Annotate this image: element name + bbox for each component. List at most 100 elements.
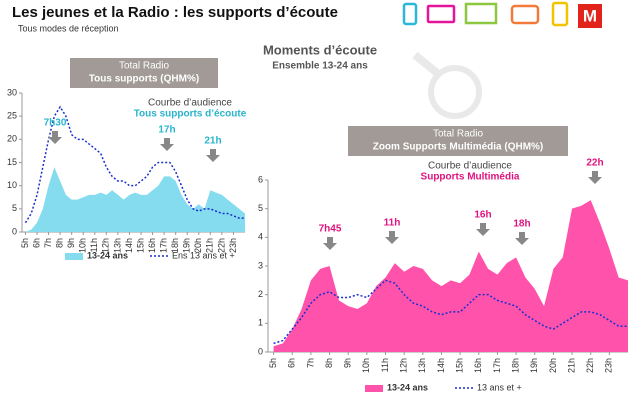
slide-title: Les jeunes et la Radio : les supports d’… bbox=[12, 4, 338, 21]
x-tick-label: 20h bbox=[193, 238, 203, 253]
handle bbox=[412, 51, 440, 77]
annotation-arrow bbox=[385, 231, 399, 244]
chart-box-title: Total Radio bbox=[119, 61, 169, 72]
y-tick-label: 30 bbox=[7, 87, 17, 97]
brand-letter: M bbox=[583, 6, 597, 25]
x-tick-label: 6h bbox=[31, 238, 41, 248]
legend-label: 13 ans et + bbox=[477, 382, 522, 392]
x-tick-label: 18h bbox=[510, 358, 520, 373]
x-tick-label: 22h bbox=[585, 358, 595, 373]
x-tick-label: 16h bbox=[473, 358, 483, 373]
annotation-arrow bbox=[588, 171, 602, 184]
x-tick-label: 5h bbox=[268, 358, 278, 368]
annotation: 22h bbox=[586, 158, 603, 169]
annotation-arrow bbox=[48, 131, 62, 144]
x-tick-label: 15h bbox=[454, 358, 464, 373]
slide-subtitle: Tous modes de réception bbox=[18, 23, 119, 33]
x-tick-label: 21h bbox=[205, 238, 215, 253]
annotation: 7h30 bbox=[44, 118, 67, 129]
y-tick-label: 5 bbox=[12, 203, 17, 213]
x-tick-label: 11h bbox=[89, 238, 99, 252]
monitor-icon bbox=[464, 2, 498, 25]
x-tick-label: 17h bbox=[158, 238, 168, 253]
annotation: 21h bbox=[204, 136, 221, 147]
heading: Moments d’écoute bbox=[263, 42, 377, 57]
x-tick-label: 13h bbox=[417, 358, 427, 373]
x-tick-label: 6h bbox=[287, 358, 297, 368]
caption: Courbe d’audience bbox=[428, 161, 512, 172]
x-tick-label: 8h bbox=[55, 238, 65, 248]
x-tick-label: 14h bbox=[124, 238, 134, 253]
annotation: 18h bbox=[513, 219, 530, 230]
annotation: 7h45 bbox=[319, 224, 342, 235]
y-tick-label: 0 bbox=[258, 346, 263, 356]
brand-icon bbox=[578, 4, 602, 28]
y-tick-label: 3 bbox=[258, 260, 263, 270]
chart: 0 5 10 15 20 25 30 5h 6h 7h 8h 9h 10h 11h 12h 13h 14h 15h… bbox=[7, 58, 247, 260]
x-tick-label: 13h bbox=[112, 238, 122, 253]
lens bbox=[428, 65, 482, 119]
x-tick-label: 17h bbox=[492, 358, 502, 373]
line-series bbox=[24, 105, 245, 224]
y-tick-label: 10 bbox=[7, 180, 17, 190]
chart-box bbox=[70, 58, 218, 88]
y-tick-label: 4 bbox=[258, 232, 263, 242]
laptop-icon bbox=[426, 4, 456, 24]
x-tick-label: 16h bbox=[147, 238, 157, 253]
x-tick-label: 5h bbox=[20, 238, 30, 248]
x-tick-label: 15h bbox=[135, 238, 145, 253]
x-tick-label: 12h bbox=[399, 358, 409, 373]
x-tick-label: 21h bbox=[566, 358, 576, 373]
annotation-arrow bbox=[206, 149, 220, 162]
x-tick-label: 12h bbox=[101, 238, 111, 253]
x-tick-label: 7h bbox=[305, 358, 315, 368]
x-tick-label: 23h bbox=[228, 238, 238, 253]
magnifier bbox=[412, 51, 482, 119]
annotation: 17h bbox=[158, 125, 175, 136]
phone-icon bbox=[402, 2, 418, 26]
legend-label: 13-24 ans bbox=[387, 382, 428, 392]
chart-box-title: Total Radio bbox=[433, 129, 483, 140]
player-icon bbox=[551, 1, 569, 27]
x-tick-label: 20h bbox=[548, 358, 558, 373]
x-tick-label: 22h bbox=[216, 238, 226, 253]
x-tick-label: 8h bbox=[324, 358, 334, 368]
chart-box bbox=[348, 126, 568, 156]
chart-box-title: Zoom Supports Multimédia (QHM%) bbox=[373, 142, 544, 153]
annotation-arrow bbox=[160, 138, 174, 151]
chart-box-title: Tous supports (QHM%) bbox=[89, 74, 199, 85]
x-tick-label: 19h bbox=[182, 238, 192, 253]
x-tick-label: 11h bbox=[380, 358, 390, 372]
legend-label: 13-24 ans bbox=[87, 250, 128, 260]
subcaption: Supports Multimédia bbox=[421, 172, 520, 183]
x-tick-label: 10h bbox=[78, 238, 88, 253]
line-series bbox=[273, 279, 628, 345]
y-tick-label: 0 bbox=[12, 226, 17, 236]
x-tick-label: 10h bbox=[361, 358, 371, 373]
chart: 0 1 2 3 4 5 6 5h 6h 7h 8h 9h 10h 11h 12h 13h 14h 15h 16h 17… bbox=[258, 126, 628, 392]
y-tick-label: 20 bbox=[7, 134, 17, 144]
y-tick-label: 25 bbox=[7, 111, 17, 121]
y-tick-label: 1 bbox=[258, 318, 263, 328]
y-tick-label: 6 bbox=[258, 174, 263, 184]
annotation-arrow bbox=[515, 232, 529, 245]
area-series bbox=[25, 167, 245, 232]
x-tick-label: 19h bbox=[529, 358, 539, 373]
y-tick-label: 15 bbox=[7, 157, 17, 167]
subheading: Ensemble 13-24 ans bbox=[272, 61, 368, 72]
legend-swatch bbox=[365, 385, 383, 392]
annotation-arrow bbox=[323, 237, 337, 250]
x-tick-label: 9h bbox=[66, 238, 76, 248]
y-tick-label: 2 bbox=[258, 289, 263, 299]
x-tick-label: 9h bbox=[343, 358, 353, 368]
tablet-icon bbox=[510, 4, 540, 25]
x-tick-label: 18h bbox=[170, 238, 180, 253]
x-tick-label: 14h bbox=[436, 358, 446, 373]
legend-label: Ens 13 ans et + bbox=[172, 250, 235, 260]
support-icons: M bbox=[402, 1, 602, 28]
area-series bbox=[273, 200, 628, 352]
annotation: 11h bbox=[384, 218, 401, 229]
annotation: 16h bbox=[474, 210, 491, 221]
legend-swatch bbox=[65, 253, 83, 260]
